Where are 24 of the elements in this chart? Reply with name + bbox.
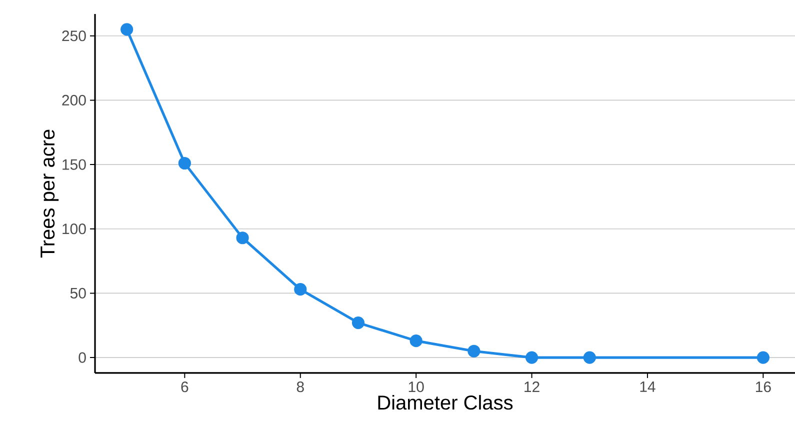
- x-tick-label: 16: [756, 382, 771, 392]
- point: [120, 23, 134, 36]
- x-tick-label: 8: [296, 382, 304, 392]
- point: [236, 232, 249, 244]
- point: [756, 351, 770, 364]
- point: [178, 156, 191, 170]
- x-tick-label: 6: [181, 382, 188, 392]
- y-tick-label: 50: [70, 288, 86, 299]
- point: [468, 344, 480, 358]
- y-tick-label: 150: [62, 159, 86, 170]
- x-tick-label: 12: [524, 382, 540, 392]
- point: [352, 316, 365, 330]
- x-tick-label: 14: [640, 382, 656, 392]
- x-tick-label: 10: [408, 382, 424, 392]
- x-axis-title: Diameter Class: [378, 395, 513, 410]
- y-tick-label: 0: [78, 352, 86, 363]
- y-tick-label: 200: [62, 94, 86, 106]
- point: [525, 351, 538, 364]
- y-tick-label: 250: [62, 30, 86, 42]
- y-tick-label: 100: [62, 224, 86, 234]
- point: [294, 283, 307, 296]
- point: [583, 351, 596, 364]
- y-axis-title: Trees per acre: [40, 130, 59, 258]
- point: [410, 334, 422, 348]
